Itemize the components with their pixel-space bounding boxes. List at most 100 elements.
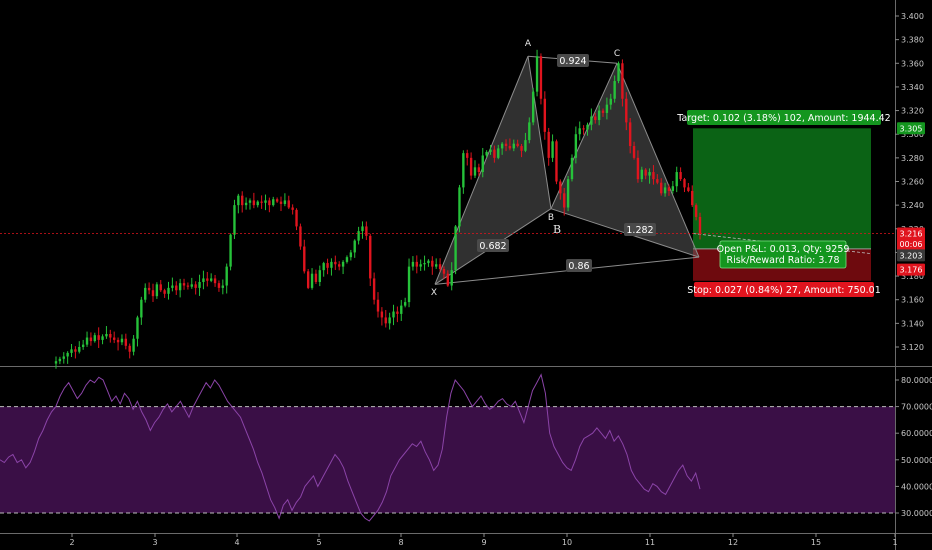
candle-down [124, 338, 128, 346]
candle-down [369, 235, 372, 279]
candle-up [93, 335, 96, 342]
candle-down [594, 116, 597, 121]
candle-up [528, 122, 531, 141]
candle-down [563, 193, 566, 208]
candle-up [248, 200, 252, 203]
candle-up [400, 305, 403, 314]
candle-up [140, 299, 143, 318]
leg-ab [527, 56, 552, 209]
candle-down [213, 278, 217, 284]
candle-up [357, 231, 360, 241]
candle-up [330, 261, 333, 268]
time-tick-label: 12 [728, 538, 738, 547]
candle-up [597, 110, 601, 121]
candle-up [450, 270, 453, 286]
candle-down [582, 128, 585, 130]
candle-down [338, 264, 341, 267]
price-tag-label: 00:06 [899, 240, 922, 249]
candle-down [539, 56, 543, 99]
candle-down [326, 263, 329, 268]
candle-down [252, 200, 256, 206]
price-tag-label: 3.305 [900, 124, 923, 133]
rsi-tick-label: 80.0000 [901, 376, 932, 385]
candle-up [225, 266, 228, 286]
candle-up [570, 157, 574, 180]
candle-down [147, 287, 151, 291]
candle-down [543, 98, 547, 132]
candle-up [497, 148, 500, 158]
price-tag [897, 227, 925, 240]
candle-up [605, 104, 609, 113]
candle-down [438, 264, 442, 269]
candle-down [303, 246, 306, 272]
candle-down [636, 157, 640, 180]
candle-up [485, 151, 488, 156]
candle-down [206, 278, 209, 281]
leg-cd [616, 63, 700, 258]
price-tick-label: 3.380 [901, 36, 924, 45]
candle-up [105, 333, 108, 337]
price-tag [897, 122, 925, 135]
candle-down [625, 98, 628, 123]
candle-down [112, 337, 116, 340]
candle-down [652, 172, 655, 180]
candle-up [70, 349, 73, 353]
candle-down [260, 201, 263, 203]
rsi-tick-label: 60.0000 [901, 429, 932, 438]
candle-down [555, 141, 558, 182]
candle-down [159, 284, 162, 291]
candle-down [384, 317, 387, 324]
candle-down [547, 131, 550, 158]
candle-down [372, 278, 376, 300]
leg-xa [434, 56, 529, 285]
rsi-axis[interactable]: 80.0000 70.0000 60.0000 50.0000 40.0000 30.00… [895, 376, 932, 518]
candle-up [617, 63, 620, 82]
point-c-label: C [614, 49, 620, 59]
candle-down [687, 187, 690, 191]
candle-down [683, 179, 686, 188]
price-tag [897, 238, 925, 251]
rsi-tick-label: 30.0000 [901, 509, 932, 518]
candle-down [644, 169, 647, 176]
candle-up [202, 278, 205, 282]
candle-up [361, 226, 364, 232]
ratio-xd: 0.86 [568, 261, 589, 272]
candle-up [272, 199, 275, 206]
candle-up [318, 270, 322, 282]
candle-up [78, 347, 81, 352]
candle-down [268, 200, 271, 206]
candle-up [283, 200, 287, 204]
candle-up [481, 155, 484, 173]
candle-up [144, 287, 147, 300]
candle-up [198, 281, 201, 288]
price-axis[interactable]: 3.400 3.380 3.360 3.340 3.320 3.300 3.280 3.260… [895, 12, 925, 352]
rsi-band-fill [0, 406, 895, 513]
candle-up [120, 338, 124, 343]
price-tag [897, 263, 925, 276]
rsi-tick-label: 50.0000 [901, 456, 932, 465]
time-tick-label: 9 [481, 538, 486, 547]
candle-down [446, 273, 450, 286]
price-candles [0, 49, 895, 369]
pattern-labels: X A B C B 0.924 0.682 1.282 0.86 [431, 39, 656, 298]
candle-down [175, 285, 178, 291]
candle-down [396, 311, 399, 314]
candle-down [477, 167, 481, 173]
candle-up [310, 273, 314, 288]
target-label: Target: 0.102 (3.18%) 102, Amount: 1944.… [676, 113, 890, 124]
candle-up [512, 143, 515, 149]
candle-up [81, 344, 85, 347]
candle-up [531, 91, 535, 123]
candle-up [574, 134, 578, 158]
candle-up [613, 81, 616, 99]
candle-up [535, 56, 539, 92]
candle-down [217, 283, 221, 288]
rsi-tick-label: 70.0000 [901, 403, 932, 412]
harmonic-pattern[interactable] [434, 55, 700, 285]
price-tag-label: 3.216 [900, 230, 923, 239]
price-tag-label: 3.176 [900, 266, 923, 275]
price-tick-label: 3.400 [901, 12, 924, 21]
time-axis[interactable]: 2 3 4 5 8 9 10 11 12 15 1 [69, 533, 898, 547]
candle-up [341, 261, 345, 267]
